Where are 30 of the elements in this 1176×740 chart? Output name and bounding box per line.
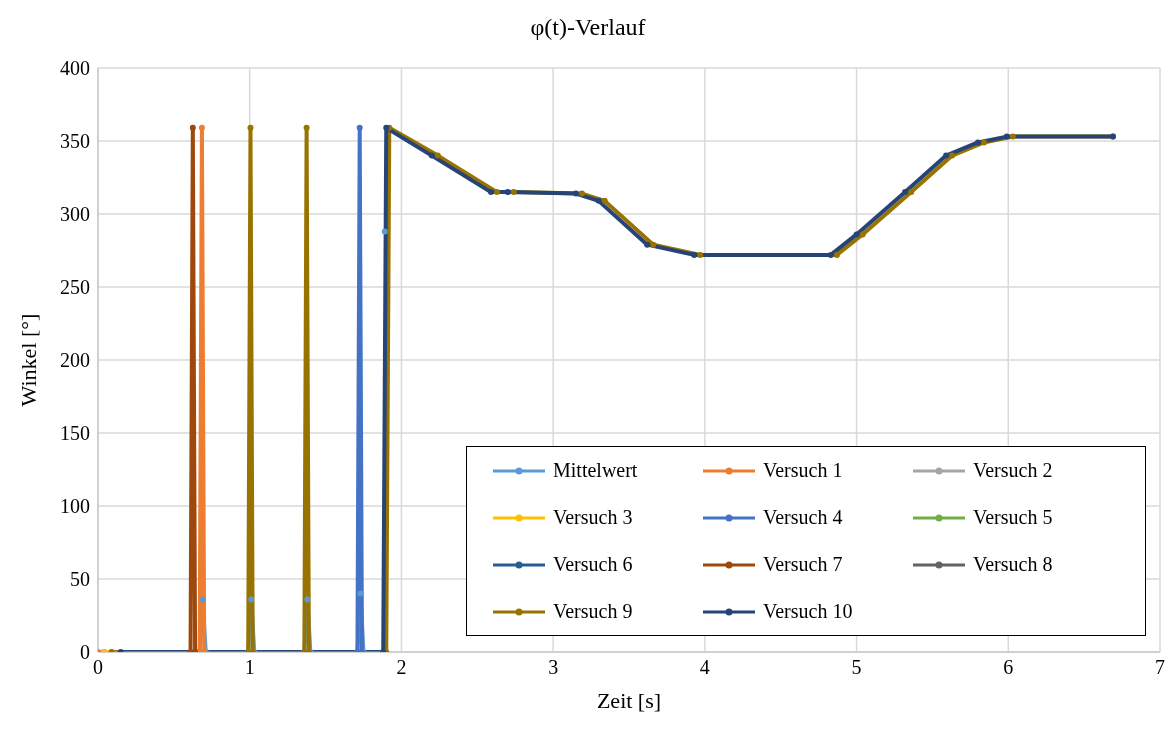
chart-title: φ(t)-Verlauf — [529, 14, 647, 41]
legend-label: Versuch 5 — [973, 506, 1053, 529]
legend-label: Versuch 3 — [553, 506, 633, 529]
x-tick-label: 1 — [244, 656, 255, 679]
legend-label: Versuch 9 — [553, 600, 633, 623]
legend-label: Versuch 4 — [763, 506, 843, 529]
legend-label: Versuch 8 — [973, 553, 1053, 576]
y-tick-label: 0 — [80, 641, 90, 664]
y-tick-label: 300 — [60, 203, 90, 226]
legend-label: Versuch 1 — [763, 459, 843, 482]
y-tick-label: 350 — [60, 130, 90, 153]
y-tick-label: 400 — [60, 57, 90, 80]
x-tick-label: 4 — [699, 656, 710, 679]
y-tick-label: 200 — [60, 349, 90, 372]
x-tick-label: 7 — [1155, 656, 1165, 679]
x-tick-label: 3 — [548, 656, 559, 679]
x-tick-label: 6 — [1003, 656, 1014, 679]
y-axis-title: Winkel [°] — [15, 313, 41, 407]
x-axis-title: Zeit [s] — [596, 688, 662, 713]
y-tick-label: 100 — [60, 495, 90, 518]
legend-label: Versuch 10 — [763, 600, 853, 623]
legend-label: Versuch 7 — [763, 553, 843, 576]
x-tick-label: 2 — [396, 656, 407, 679]
x-tick-label: 5 — [851, 656, 862, 679]
y-tick-label: 50 — [70, 568, 90, 591]
legend-label: Versuch 6 — [553, 553, 633, 576]
legend-label: Mittelwert — [553, 459, 638, 482]
y-tick-label: 250 — [60, 276, 90, 299]
legend-label: Versuch 2 — [973, 459, 1053, 482]
y-tick-label: 150 — [60, 422, 90, 445]
